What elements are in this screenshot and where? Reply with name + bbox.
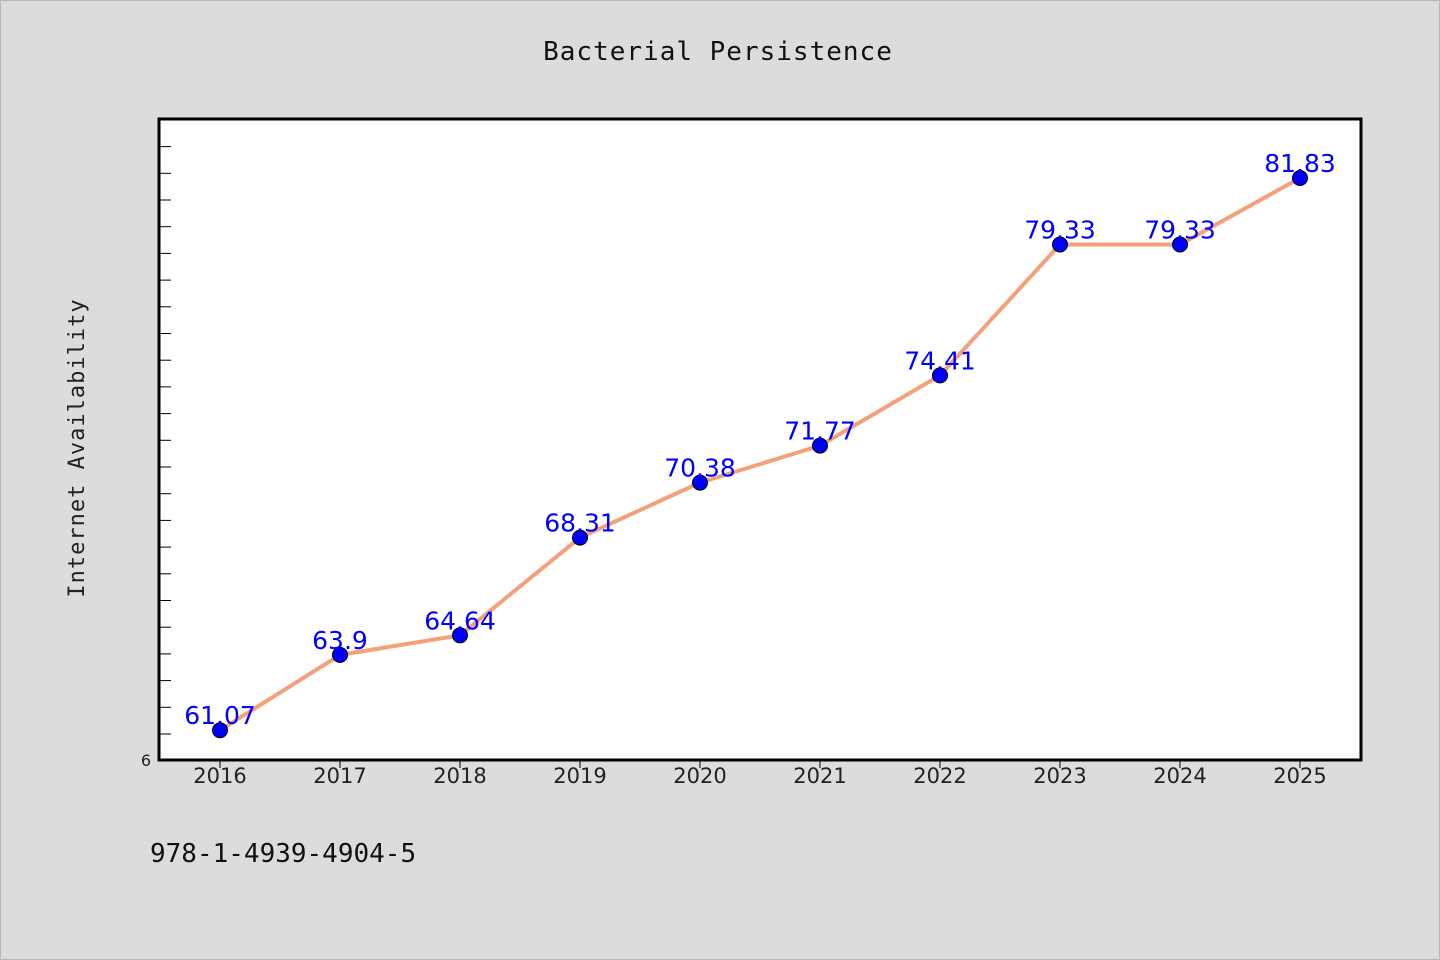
data-label: 71.77 bbox=[784, 417, 856, 446]
data-point bbox=[572, 529, 588, 546]
x-tick-label: 2016 bbox=[193, 764, 246, 788]
x-tick-label: 2017 bbox=[313, 764, 366, 788]
data-point bbox=[812, 437, 828, 454]
data-label: 64.64 bbox=[424, 606, 496, 635]
data-point bbox=[932, 367, 948, 384]
x-tick-label: 2023 bbox=[1033, 764, 1086, 788]
chart-title: Bacterial Persistence bbox=[543, 37, 893, 67]
data-point bbox=[692, 474, 708, 491]
series-line bbox=[218, 176, 1302, 733]
data-label-layer: 61.07 63.9 64.64 68.31 70.38 71.77 74.41 79.33 7… bbox=[184, 149, 1336, 730]
data-label: 81.83 bbox=[1264, 149, 1336, 178]
data-label: 63.9 bbox=[312, 626, 368, 655]
x-tick-label: 2018 bbox=[433, 764, 486, 788]
isbn-text: 978-1-4939-4904-5 bbox=[150, 839, 416, 869]
data-point bbox=[332, 646, 348, 663]
x-tick-label: 2022 bbox=[913, 764, 966, 788]
data-point bbox=[1292, 170, 1308, 186]
data-label: 79.33 bbox=[1024, 216, 1096, 245]
x-tick-label: 2024 bbox=[1153, 764, 1206, 788]
data-label: 68.31 bbox=[544, 509, 616, 538]
y-axis-min-label: 6 bbox=[141, 751, 151, 770]
data-label: 70.38 bbox=[664, 454, 736, 483]
data-point bbox=[212, 722, 228, 739]
series-layer bbox=[218, 176, 1302, 733]
x-tick-label: 2021 bbox=[793, 764, 846, 788]
x-tick-label: 2025 bbox=[1273, 764, 1326, 788]
marker-layer bbox=[212, 170, 1308, 739]
data-label: 61.07 bbox=[184, 701, 256, 730]
x-axis-ticks: 2016 2017 2018 2019 2020 2021 2022 2023 2024 2025 bbox=[193, 760, 1327, 788]
data-point bbox=[1172, 236, 1188, 253]
data-point bbox=[452, 627, 468, 644]
y-axis-label: Internet Availability bbox=[65, 298, 90, 597]
data-label: 74.41 bbox=[904, 346, 976, 375]
x-tick-label: 2019 bbox=[553, 764, 606, 788]
data-point bbox=[1052, 236, 1068, 253]
y-axis-ticks bbox=[159, 146, 171, 735]
x-tick-label: 2020 bbox=[673, 764, 726, 788]
data-label: 79.33 bbox=[1144, 216, 1216, 245]
